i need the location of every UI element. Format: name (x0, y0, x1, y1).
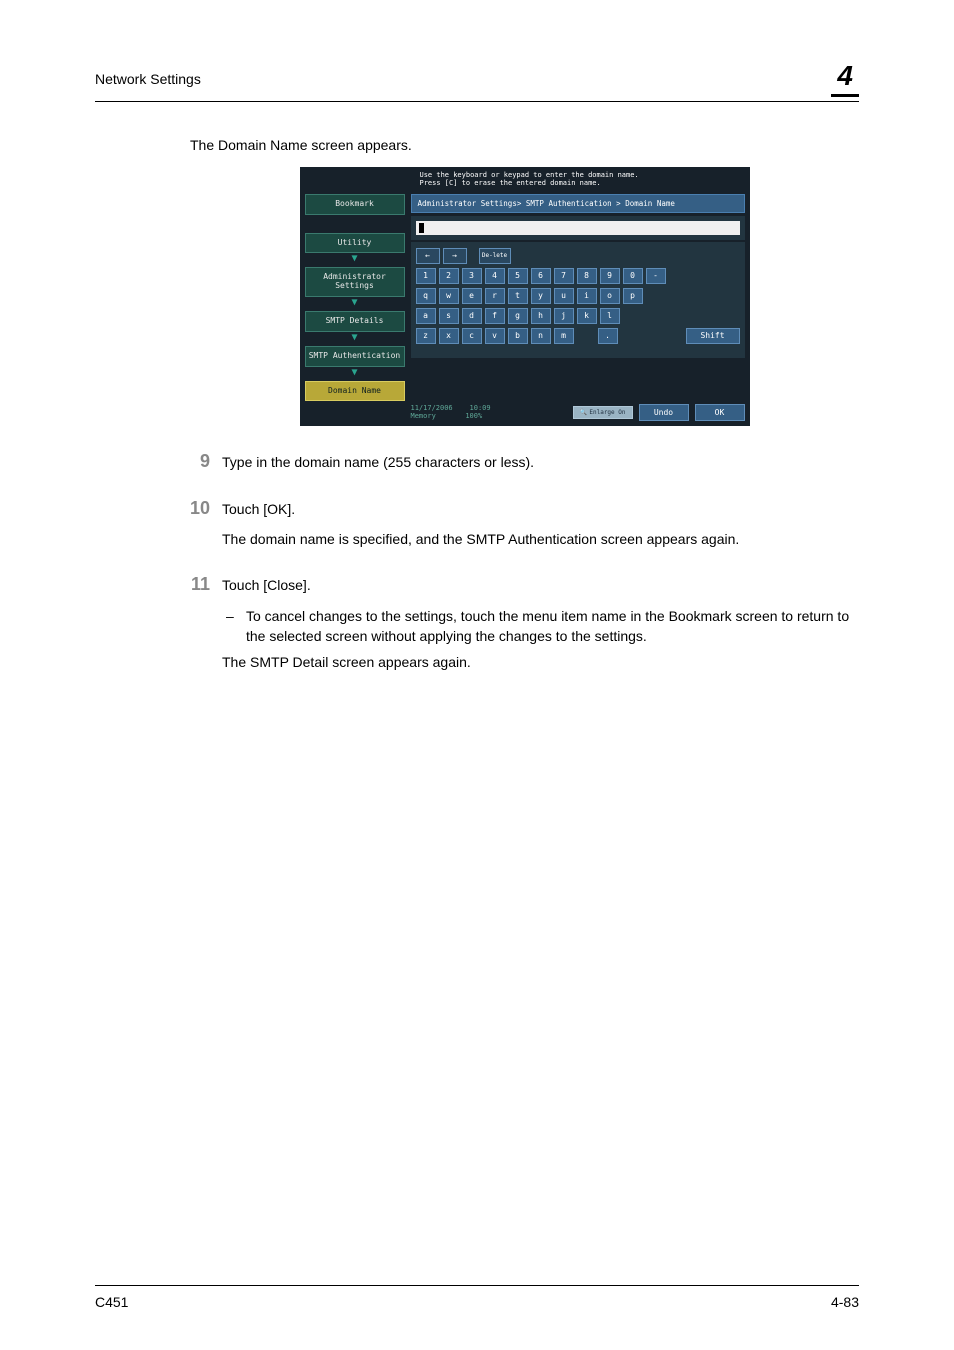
page-header: Network Settings 4 (95, 60, 859, 102)
key-n[interactable]: n (531, 328, 551, 344)
section-title: Network Settings (95, 71, 201, 87)
step-11: 11 Touch [Close]. – To cancel changes to… (190, 575, 859, 682)
main-panel: Administrator Settings> SMTP Authenticat… (405, 194, 745, 402)
chevron-down-icon: ▼ (305, 254, 405, 264)
input-row (411, 216, 745, 240)
key-w[interactable]: w (439, 288, 459, 304)
key-q[interactable]: q (416, 288, 436, 304)
page-footer: C451 4-83 (95, 1285, 859, 1310)
key-y[interactable]: y (531, 288, 551, 304)
key-dash[interactable]: - (646, 268, 666, 284)
key-g[interactable]: g (508, 308, 528, 324)
key-1[interactable]: 1 (416, 268, 436, 284)
step-9: 9 Type in the domain name (255 character… (190, 452, 859, 482)
key-8[interactable]: 8 (577, 268, 597, 284)
key-k[interactable]: k (577, 308, 597, 324)
chevron-down-icon: ▼ (305, 368, 405, 378)
step-text: The SMTP Detail screen appears again. (222, 652, 859, 672)
key-x[interactable]: x (439, 328, 459, 344)
key-e[interactable]: e (462, 288, 482, 304)
undo-button[interactable]: Undo (639, 404, 689, 421)
key-row-4: z x c v b n m . Shift (416, 328, 740, 344)
key-2[interactable]: 2 (439, 268, 459, 284)
arrow-left-key[interactable]: ← (416, 248, 440, 264)
step-text: Touch [OK]. (222, 499, 859, 519)
step-sub-item: – To cancel changes to the settings, tou… (222, 606, 859, 647)
screenshot-footer: 11/17/2006 10:09 Memory 100% 🔍 Enlarge O… (300, 401, 750, 426)
key-row-1: 1 2 3 4 5 6 7 8 9 0 - (416, 268, 740, 284)
chapter-number: 4 (831, 60, 859, 97)
sidebar: Bookmark Utility ▼ Administrator Setting… (305, 194, 405, 402)
key-7[interactable]: 7 (554, 268, 574, 284)
breadcrumb: Administrator Settings> SMTP Authenticat… (411, 194, 745, 213)
footer-mem-label: Memory (411, 412, 436, 420)
footer-model: C451 (95, 1294, 128, 1310)
admin-settings-button[interactable]: Administrator Settings (305, 267, 405, 297)
instr-line-1: Use the keyboard or keypad to enter the … (420, 171, 744, 179)
enlarge-chip[interactable]: 🔍 Enlarge On (573, 406, 633, 419)
page-content: The Domain Name screen appears. Use the … (95, 137, 859, 1285)
step-sub-text: To cancel changes to the settings, touch… (246, 606, 859, 647)
enlarge-label: Enlarge On (589, 409, 625, 416)
key-j[interactable]: j (554, 308, 574, 324)
domain-name-screenshot: Use the keyboard or keypad to enter the … (300, 167, 750, 426)
footer-page: 4-83 (831, 1294, 859, 1310)
key-v[interactable]: v (485, 328, 505, 344)
ok-button[interactable]: OK (695, 404, 745, 421)
domain-name-input[interactable] (416, 221, 740, 235)
key-r[interactable]: r (485, 288, 505, 304)
key-period[interactable]: . (598, 328, 618, 344)
key-o[interactable]: o (600, 288, 620, 304)
step-10: 10 Touch [OK]. The domain name is specif… (190, 499, 859, 560)
step-text: Touch [Close]. (222, 575, 859, 595)
bookmark-button[interactable]: Bookmark (305, 194, 405, 215)
text-cursor (419, 223, 424, 233)
step-number: 10 (190, 499, 222, 560)
key-5[interactable]: 5 (508, 268, 528, 284)
key-m[interactable]: m (554, 328, 574, 344)
key-f[interactable]: f (485, 308, 505, 324)
smtp-details-button[interactable]: SMTP Details (305, 311, 405, 332)
on-screen-keyboard: ← → De-lete 1 2 3 4 5 6 7 (411, 242, 745, 358)
footer-mem-val: 100% (465, 412, 482, 420)
step-text: Type in the domain name (255 characters … (222, 452, 859, 472)
key-p[interactable]: p (623, 288, 643, 304)
chevron-down-icon: ▼ (305, 333, 405, 343)
key-row-2: q w e r t y u i o p (416, 288, 740, 304)
magnifier-icon: 🔍 (580, 409, 587, 416)
key-3[interactable]: 3 (462, 268, 482, 284)
key-t[interactable]: t (508, 288, 528, 304)
key-s[interactable]: s (439, 308, 459, 324)
step-number: 11 (190, 575, 222, 682)
arrow-right-key[interactable]: → (443, 248, 467, 264)
key-h[interactable]: h (531, 308, 551, 324)
key-d[interactable]: d (462, 308, 482, 324)
key-6[interactable]: 6 (531, 268, 551, 284)
key-i[interactable]: i (577, 288, 597, 304)
domain-name-button[interactable]: Domain Name (305, 381, 405, 402)
key-z[interactable]: z (416, 328, 436, 344)
key-b[interactable]: b (508, 328, 528, 344)
key-0[interactable]: 0 (623, 268, 643, 284)
utility-button[interactable]: Utility (305, 233, 405, 254)
key-u[interactable]: u (554, 288, 574, 304)
key-a[interactable]: a (416, 308, 436, 324)
key-c[interactable]: c (462, 328, 482, 344)
key-4[interactable]: 4 (485, 268, 505, 284)
intro-text: The Domain Name screen appears. (190, 137, 859, 153)
dash-bullet: – (222, 606, 246, 647)
key-l[interactable]: l (600, 308, 620, 324)
chevron-down-icon: ▼ (305, 298, 405, 308)
step-text: The domain name is specified, and the SM… (222, 529, 859, 549)
footer-datetime: 11/17/2006 10:09 Memory 100% (411, 405, 491, 420)
shift-key[interactable]: Shift (686, 328, 740, 344)
key-row-3: a s d f g h j k l (416, 308, 740, 324)
instruction-text: Use the keyboard or keypad to enter the … (300, 167, 750, 194)
smtp-auth-button[interactable]: SMTP Authentication (305, 346, 405, 367)
step-number: 9 (190, 452, 222, 482)
instr-line-2: Press [C] to erase the entered domain na… (420, 179, 744, 187)
delete-key[interactable]: De-lete (479, 248, 511, 264)
key-9[interactable]: 9 (600, 268, 620, 284)
